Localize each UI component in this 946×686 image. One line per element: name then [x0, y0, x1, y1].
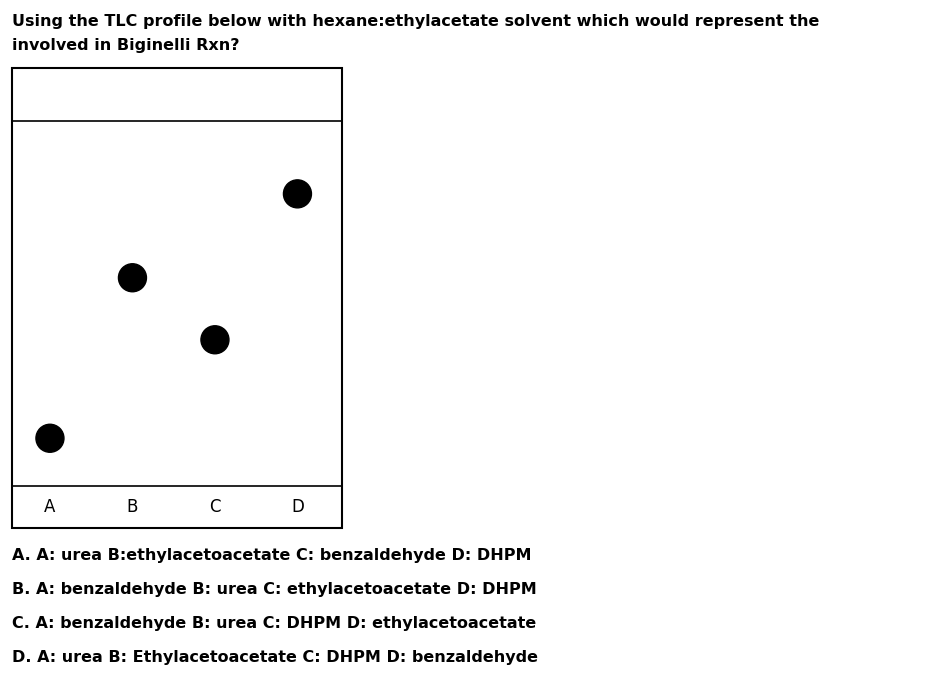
Circle shape [284, 180, 311, 208]
Bar [12, 68, 342, 528]
Text: D: D [291, 498, 304, 516]
Text: C: C [209, 498, 220, 516]
Text: B. A: benzaldehyde B: urea C: ethylacetoacetate D: DHPM: B. A: benzaldehyde B: urea C: ethylaceto… [12, 582, 536, 597]
Text: C. A: benzaldehyde B: urea C: DHPM D: ethylacetoacetate: C. A: benzaldehyde B: urea C: DHPM D: et… [12, 616, 536, 631]
Circle shape [201, 326, 229, 354]
Circle shape [36, 424, 64, 452]
Circle shape [118, 263, 147, 292]
Text: D. A: urea B: Ethylacetoacetate C: DHPM D: benzaldehyde: D. A: urea B: Ethylacetoacetate C: DHPM … [12, 650, 538, 665]
Text: A. A: urea B:ethylacetoacetate C: benzaldehyde D: DHPM: A. A: urea B:ethylacetoacetate C: benzal… [12, 548, 532, 563]
Text: A: A [44, 498, 56, 516]
Text: involved in Biginelli Rxn?: involved in Biginelli Rxn? [12, 38, 239, 53]
Text: Using the TLC profile below with hexane:ethylacetate solvent which would represe: Using the TLC profile below with hexane:… [12, 14, 819, 29]
Text: B: B [127, 498, 138, 516]
